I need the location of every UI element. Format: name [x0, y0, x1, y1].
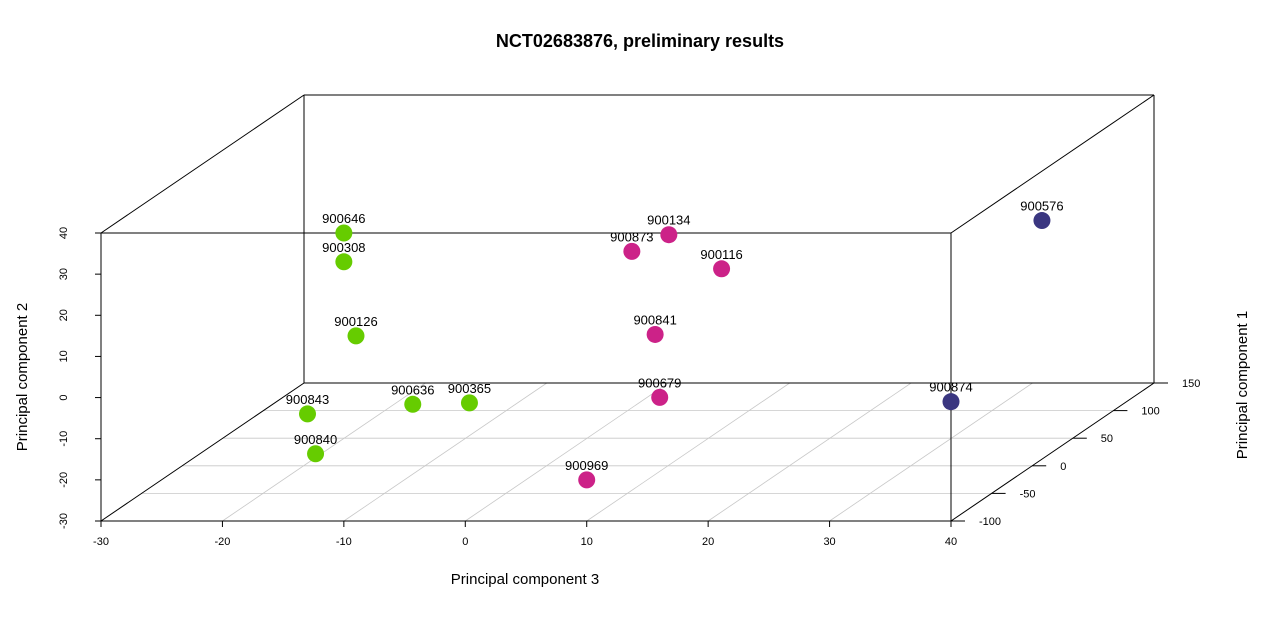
grid-line-x	[222, 382, 426, 522]
grid-line-x	[707, 382, 912, 522]
axis-ticks: -30 -20 -10 0 10 20 30 40-30-20-10010203040-100…	[58, 227, 1200, 548]
chart-title: NCT02683876, preliminary results	[496, 31, 784, 51]
data-point	[942, 393, 960, 411]
data-point-label: 900969	[565, 458, 608, 473]
y-axis-label: Principal component 2	[14, 303, 31, 451]
data-point-label: 900126	[334, 314, 377, 329]
x-tick-label: -20	[214, 536, 230, 548]
data-point	[651, 388, 669, 406]
data-point-label: 900576	[1020, 199, 1063, 214]
data-point-label: 900636	[391, 382, 434, 397]
data-point	[1033, 212, 1051, 230]
data-point	[713, 260, 731, 278]
grid-line-x	[829, 382, 1033, 522]
box-edge	[100, 382, 305, 522]
y-tick-label: 30	[58, 268, 70, 280]
data-point-label: 900308	[322, 240, 365, 255]
z-tick-label: 100	[1141, 406, 1159, 418]
data-point-label: 900841	[633, 312, 676, 327]
data-point	[347, 327, 365, 345]
data-point	[335, 224, 353, 242]
y-tick-label: 10	[58, 350, 70, 362]
data-point-label: 900646	[322, 211, 365, 226]
x-tick-label: 30	[823, 536, 835, 548]
data-point-label: 900840	[294, 432, 337, 447]
box-edge	[950, 382, 1155, 522]
data-point-label: 900873	[610, 229, 653, 244]
x-tick-label: 0	[462, 536, 468, 548]
y-tick-label: -20	[58, 472, 70, 488]
data-point	[404, 395, 422, 413]
x-tick-label: -10	[336, 536, 352, 548]
data-point-label: 900134	[647, 213, 690, 228]
x-tick-label: 10	[581, 536, 593, 548]
x-tick-label: -30	[93, 536, 109, 548]
z-axis-label: Principal component 1	[1234, 311, 1251, 459]
box-edge	[100, 94, 305, 234]
points-layer: 900873 900116 900841 900134 900576 900679 9003…	[286, 199, 1064, 489]
data-point-label: 900843	[286, 392, 329, 407]
data-point	[623, 242, 641, 260]
data-point	[660, 226, 678, 244]
grid-line-x	[343, 382, 548, 522]
y-tick-label: -30	[58, 513, 70, 529]
z-tick-label: 50	[1101, 433, 1113, 445]
data-point-label: 900116	[700, 247, 742, 262]
grid-layer	[100, 382, 1155, 522]
z-tick-label: 0	[1060, 461, 1066, 473]
y-tick-label: 0	[58, 395, 70, 401]
x-axis-label: Principal component 3	[451, 571, 599, 588]
z-tick-label: -50	[1020, 488, 1036, 500]
grid-line-x	[586, 382, 790, 522]
data-point	[299, 405, 317, 423]
data-point	[307, 445, 325, 463]
y-tick-label: 40	[58, 227, 70, 239]
z-tick-label: 150	[1182, 378, 1200, 390]
z-tick-label: -100	[979, 516, 1001, 528]
grid-line-x	[465, 382, 669, 522]
box-edge	[950, 94, 1155, 234]
data-point-label: 900679	[638, 375, 681, 390]
y-tick-label: -10	[58, 431, 70, 447]
x-tick-label: 40	[945, 536, 957, 548]
x-tick-label: 20	[702, 536, 714, 548]
box-frame	[100, 94, 1155, 522]
y-tick-label: 20	[58, 309, 70, 321]
data-point-label: 900365	[448, 381, 491, 396]
data-point	[460, 394, 478, 412]
data-point	[646, 325, 664, 343]
data-point	[335, 253, 353, 271]
data-point	[578, 471, 596, 489]
data-point-label: 900874	[929, 380, 972, 395]
